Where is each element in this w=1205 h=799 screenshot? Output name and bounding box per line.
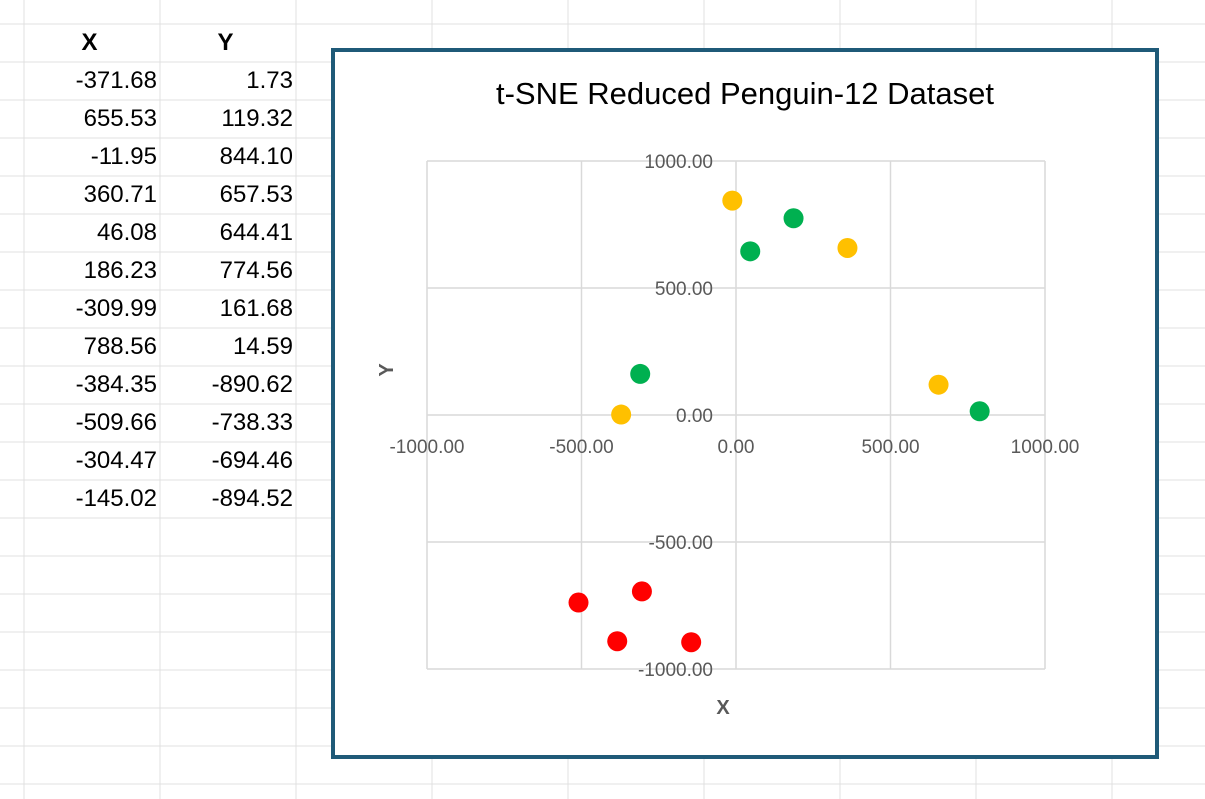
data-point[interactable]	[568, 592, 589, 613]
data-point[interactable]	[928, 374, 949, 395]
data-point[interactable]	[681, 632, 702, 653]
cell-x[interactable]: 360.71	[83, 181, 157, 208]
cell-x[interactable]: 186.23	[83, 257, 157, 284]
cell-x[interactable]: -304.47	[75, 447, 157, 474]
data-point[interactable]	[969, 401, 990, 422]
data-point[interactable]	[783, 208, 804, 229]
column-header-x[interactable]: X	[81, 29, 98, 56]
data-point[interactable]	[611, 404, 632, 425]
cell-y[interactable]: 119.32	[221, 105, 293, 132]
cell-y[interactable]: 657.53	[219, 181, 293, 208]
x-axis-title: X	[716, 697, 730, 719]
data-point[interactable]	[607, 631, 628, 652]
cell-x[interactable]: -371.68	[75, 67, 157, 94]
cell-x[interactable]: 46.08	[96, 219, 157, 246]
y-tick-label: 0.00	[676, 406, 713, 427]
data-point[interactable]	[722, 190, 743, 211]
cell-y[interactable]: -894.52	[211, 485, 293, 512]
data-point[interactable]	[631, 581, 652, 602]
cell-y[interactable]: 644.41	[219, 219, 293, 246]
data-point[interactable]	[837, 237, 858, 258]
cell-y[interactable]: 1.73	[246, 67, 293, 94]
cell-x[interactable]: -11.95	[90, 143, 157, 170]
cell-y[interactable]: -890.62	[211, 371, 293, 398]
cell-x[interactable]: -145.02	[75, 485, 157, 512]
y-tick-label: -1000.00	[638, 660, 713, 681]
cell-x[interactable]: 788.56	[83, 333, 157, 360]
y-axis-title: Y	[376, 363, 398, 377]
cell-x[interactable]: -309.99	[75, 295, 157, 322]
data-point[interactable]	[740, 241, 761, 262]
chart-area[interactable]: -1000.00 -500.00 0.00 500.00 1000.00 -1000.00…	[331, 48, 1159, 759]
x-tick-label: 0.00	[718, 437, 755, 458]
y-tick-label: -500.00	[649, 533, 713, 554]
cell-y[interactable]: 774.56	[219, 257, 293, 284]
x-tick-label: -500.00	[549, 437, 613, 458]
cell-y[interactable]: -694.46	[211, 447, 293, 474]
chart-title: t-SNE Reduced Penguin-12 Dataset	[495, 76, 994, 111]
x-tick-label: 1000.00	[1011, 437, 1080, 458]
y-tick-label: 500.00	[655, 279, 713, 300]
scatter-plot: -1000.00 -500.00 0.00 500.00 1000.00 -1000.00…	[376, 152, 1080, 719]
cell-y[interactable]: 161.68	[219, 295, 293, 322]
cell-x[interactable]: -509.66	[75, 409, 157, 436]
column-header-y[interactable]: Y	[217, 29, 234, 56]
x-tick-label: 500.00	[861, 437, 919, 458]
cell-y[interactable]: -738.33	[211, 409, 293, 436]
x-tick-label: -1000.00	[389, 437, 464, 458]
cell-y[interactable]: 844.10	[219, 143, 293, 170]
cell-x[interactable]: -384.35	[75, 371, 157, 398]
cell-x[interactable]: 655.53	[83, 105, 157, 132]
cell-y[interactable]: 14.59	[232, 333, 293, 360]
data-point[interactable]	[630, 363, 651, 384]
y-tick-label: 1000.00	[644, 152, 713, 173]
